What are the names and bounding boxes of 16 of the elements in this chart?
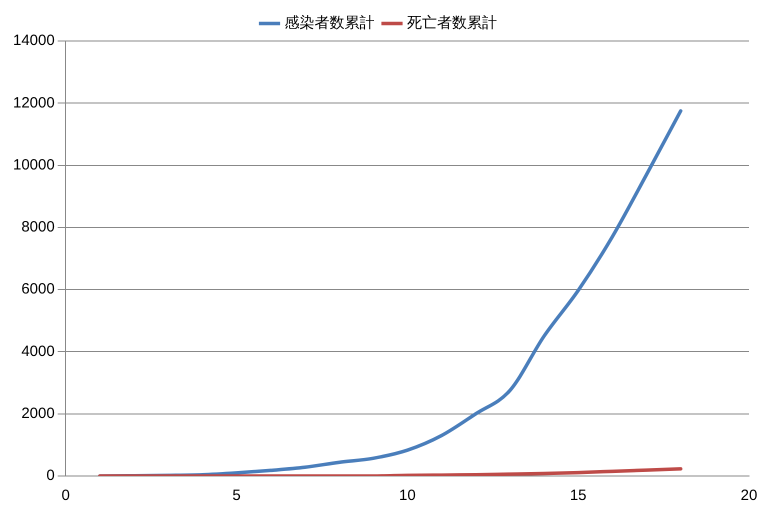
x-tick-label: 5: [232, 487, 241, 504]
y-tick-label: 14000: [12, 32, 55, 50]
line-series: [98, 467, 682, 476]
y-tick-label: 2000: [21, 405, 55, 422]
y-tick-label: 4000: [21, 342, 55, 360]
x-tick-label: 15: [570, 487, 587, 504]
x-tick-label: 10: [399, 487, 416, 504]
y-tick-label: 6000: [21, 280, 55, 298]
y-tick-label: 8000: [21, 218, 55, 236]
y-tick-label: 10000: [12, 156, 55, 174]
y-tick-label: 12000: [12, 94, 55, 112]
x-tick-label: 0: [62, 487, 70, 504]
legend-label: 感染者数累計: [284, 13, 374, 32]
legend-label: 死亡者数累計: [407, 13, 497, 32]
y-tick-label: 0: [46, 467, 55, 484]
x-tick-label: 20: [740, 487, 758, 504]
